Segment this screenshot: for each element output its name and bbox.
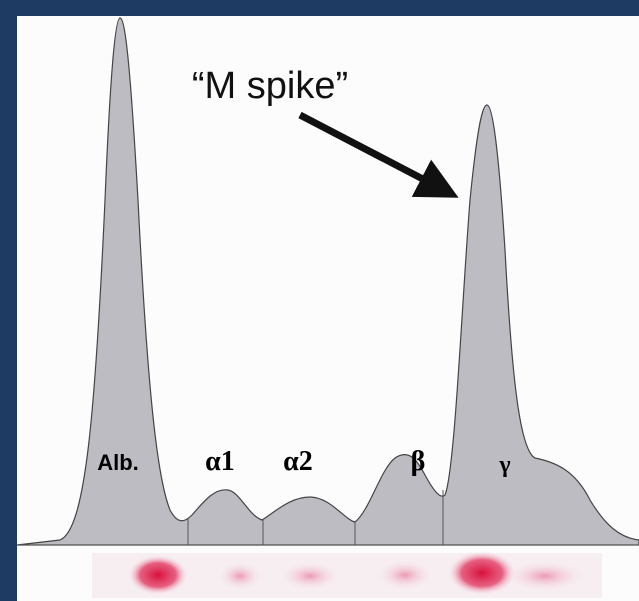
peak-label: α2: [283, 446, 313, 477]
peak-label: β: [411, 446, 426, 477]
peak-label: Alb.: [97, 450, 139, 475]
peak-label: γ: [498, 452, 510, 478]
peak-label: α1: [205, 446, 235, 477]
page: “M spike” Alb. α1 α2 β γ (() => { const …: [0, 0, 639, 601]
gel-strip: [92, 551, 602, 598]
annotation: “M spike”: [192, 65, 348, 107]
diagram: “M spike” Alb. α1 α2 β γ: [0, 0, 639, 601]
